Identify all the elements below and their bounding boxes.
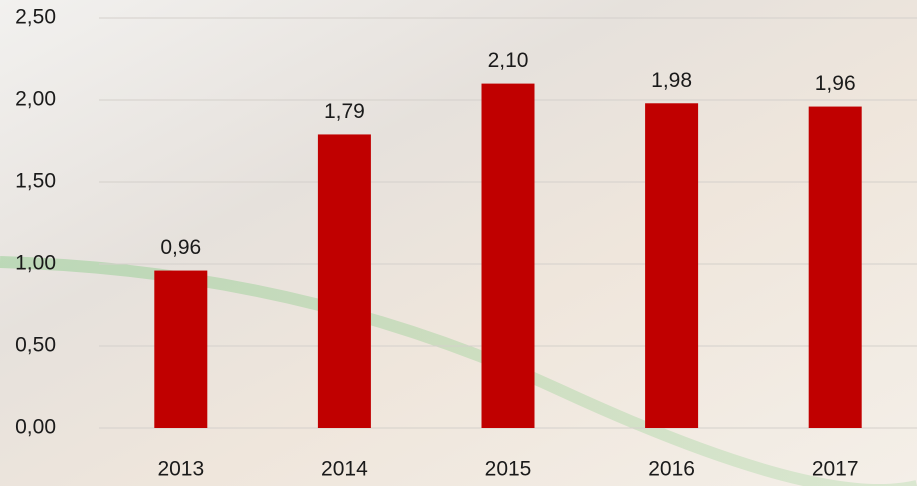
y-tick-label: 1,50 bbox=[15, 170, 56, 193]
y-tick-label: 1,00 bbox=[15, 252, 56, 275]
y-tick-label: 2,00 bbox=[15, 88, 56, 111]
data-label: 1,96 bbox=[815, 72, 856, 95]
data-label: 1,98 bbox=[651, 69, 692, 92]
bar bbox=[154, 270, 208, 428]
x-tick-label: 2016 bbox=[648, 458, 695, 481]
data-label: 0,96 bbox=[160, 236, 201, 259]
x-tick-label: 2013 bbox=[157, 458, 204, 481]
data-label: 1,79 bbox=[324, 100, 365, 123]
x-tick-label: 2015 bbox=[485, 458, 532, 481]
data-label: 2,10 bbox=[488, 49, 529, 72]
x-tick-label: 2014 bbox=[321, 458, 368, 481]
bar bbox=[481, 83, 535, 428]
y-tick-label: 0,50 bbox=[15, 334, 56, 357]
bar bbox=[645, 103, 699, 428]
y-tick-label: 0,00 bbox=[15, 416, 56, 439]
bar bbox=[317, 134, 371, 428]
y-tick-label: 2,50 bbox=[15, 6, 56, 29]
bar bbox=[808, 106, 862, 428]
x-tick-label: 2017 bbox=[812, 458, 859, 481]
